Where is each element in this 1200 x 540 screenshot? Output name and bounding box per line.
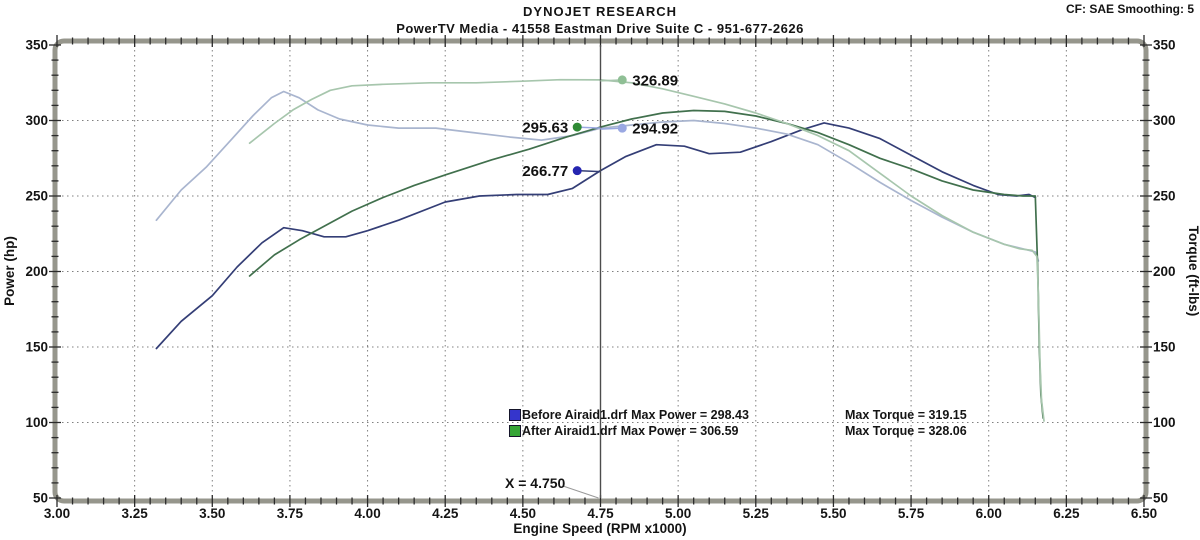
y-tick-label-left: 100 xyxy=(25,415,48,430)
y-tick-label-right: 200 xyxy=(1153,264,1176,279)
y-tick-label-left: 300 xyxy=(25,113,48,128)
legend-after-name: After Airaid1.drf xyxy=(522,424,617,438)
x-axis-title: Engine Speed (RPM x1000) xyxy=(513,521,686,536)
y-tick-label-right: 50 xyxy=(1153,491,1168,506)
y-tick-label-left: 200 xyxy=(25,264,48,279)
legend-after-max-power: Max Power = 306.59 xyxy=(620,424,739,438)
marker-label-295.63: 295.63 xyxy=(522,120,568,137)
legend-before-max-power: Max Power = 298.43 xyxy=(631,408,749,422)
y-tick-label-right: 300 xyxy=(1153,113,1176,128)
x-tick-label: 4.00 xyxy=(354,506,380,521)
curve-before_power xyxy=(155,122,1037,350)
x-tick-label: 4.25 xyxy=(432,506,459,521)
y-tick-label-right: 100 xyxy=(1153,415,1176,430)
x-tick-label: 5.75 xyxy=(898,506,925,521)
y-tick-label-left: 50 xyxy=(33,491,48,506)
cursor-x-label: X = 4.750 xyxy=(505,475,566,491)
legend-before-max-torque: Max Torque = 319.15 xyxy=(845,408,967,422)
x-tick-label: 5.00 xyxy=(665,506,691,521)
before-series-swatch xyxy=(509,409,521,421)
marker-dot-266.77 xyxy=(572,166,582,176)
x-tick-label: 6.00 xyxy=(976,506,1002,521)
legend-item-before: Before Airaid1.drf Max Power = 298.43 Ma… xyxy=(509,407,967,423)
y-tick-label-right: 250 xyxy=(1153,189,1176,204)
y-tick-label-right: 150 xyxy=(1153,340,1176,355)
x-tick-label: 5.25 xyxy=(743,506,770,521)
y-axis-title-torque: Torque (ft-lbs) xyxy=(1186,226,1200,316)
x-tick-label: 4.75 xyxy=(587,506,614,521)
y-axis-title-power: Power (hp) xyxy=(2,236,17,306)
legend: Before Airaid1.drf Max Power = 298.43 Ma… xyxy=(509,407,967,439)
x-tick-label: 3.75 xyxy=(277,506,304,521)
x-tick-label: 6.50 xyxy=(1131,506,1157,521)
x-tick-label: 3.25 xyxy=(122,506,149,521)
x-tick-label: 3.00 xyxy=(44,506,70,521)
x-tick-label: 4.50 xyxy=(510,506,536,521)
y-tick-label-right: 350 xyxy=(1153,38,1176,53)
legend-after-max-torque: Max Torque = 328.06 xyxy=(845,424,967,438)
curve-after_power xyxy=(248,109,1044,419)
x-tick-label: 5.50 xyxy=(820,506,846,521)
axis-ticks xyxy=(49,35,1152,507)
marker-label-294.92: 294.92 xyxy=(632,121,678,138)
report-title: DYNOJET RESEARCH xyxy=(523,4,677,19)
marker-dot-326.89 xyxy=(617,75,627,85)
cursor-label-leader xyxy=(562,485,599,499)
after-series-swatch xyxy=(509,425,521,437)
y-tick-label-left: 150 xyxy=(25,340,48,355)
report-subtitle: PowerTV Media - 41558 Eastman Drive Suit… xyxy=(396,21,804,36)
marker-label-266.77: 266.77 xyxy=(522,163,568,180)
curve-after_torque xyxy=(248,78,1045,422)
legend-item-after: After Airaid1.drf Max Power = 306.59 Max… xyxy=(509,423,967,439)
y-tick-label-left: 350 xyxy=(25,38,48,53)
y-tick-label-left: 250 xyxy=(25,189,48,204)
marker-dot-294.92 xyxy=(617,123,627,133)
correction-smoothing-info: CF: SAE Smoothing: 5 xyxy=(1066,2,1194,16)
legend-before-name: Before Airaid1.drf xyxy=(522,408,628,422)
marker-label-326.89: 326.89 xyxy=(632,72,678,89)
x-tick-label: 3.50 xyxy=(199,506,225,521)
x-tick-label: 6.25 xyxy=(1053,506,1080,521)
marker-dot-295.63 xyxy=(572,122,582,132)
